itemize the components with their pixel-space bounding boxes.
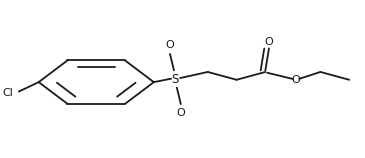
Text: O: O — [176, 108, 185, 118]
Text: O: O — [166, 40, 174, 50]
Text: O: O — [292, 75, 300, 85]
Text: S: S — [172, 73, 179, 85]
Text: Cl: Cl — [3, 88, 14, 98]
Text: O: O — [265, 37, 273, 47]
